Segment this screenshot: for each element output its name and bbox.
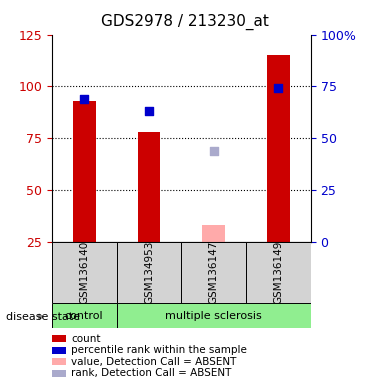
Bar <box>52 303 117 328</box>
Text: disease state: disease state <box>6 312 80 322</box>
Text: GSM134953: GSM134953 <box>144 241 154 305</box>
Bar <box>181 242 246 303</box>
Text: GDS2978 / 213230_at: GDS2978 / 213230_at <box>101 13 269 30</box>
Text: value, Detection Call = ABSENT: value, Detection Call = ABSENT <box>71 357 237 367</box>
Bar <box>117 242 181 303</box>
Point <box>275 85 282 91</box>
Bar <box>138 132 160 242</box>
Text: rank, Detection Call = ABSENT: rank, Detection Call = ABSENT <box>71 368 232 378</box>
Text: GSM136147: GSM136147 <box>209 241 219 305</box>
Text: control: control <box>65 311 104 321</box>
Text: multiple sclerosis: multiple sclerosis <box>165 311 262 321</box>
Text: GSM136140: GSM136140 <box>79 241 89 304</box>
Polygon shape <box>39 314 43 319</box>
Bar <box>202 225 225 242</box>
Bar <box>117 303 311 328</box>
Bar <box>246 242 311 303</box>
Point <box>146 108 152 114</box>
Text: percentile rank within the sample: percentile rank within the sample <box>71 345 247 355</box>
Text: count: count <box>71 334 101 344</box>
Bar <box>73 101 95 242</box>
Bar <box>202 242 225 288</box>
Text: GSM136149: GSM136149 <box>273 241 283 305</box>
Bar <box>267 55 290 242</box>
Bar <box>52 242 117 303</box>
Point <box>211 147 217 154</box>
Point <box>81 96 87 102</box>
